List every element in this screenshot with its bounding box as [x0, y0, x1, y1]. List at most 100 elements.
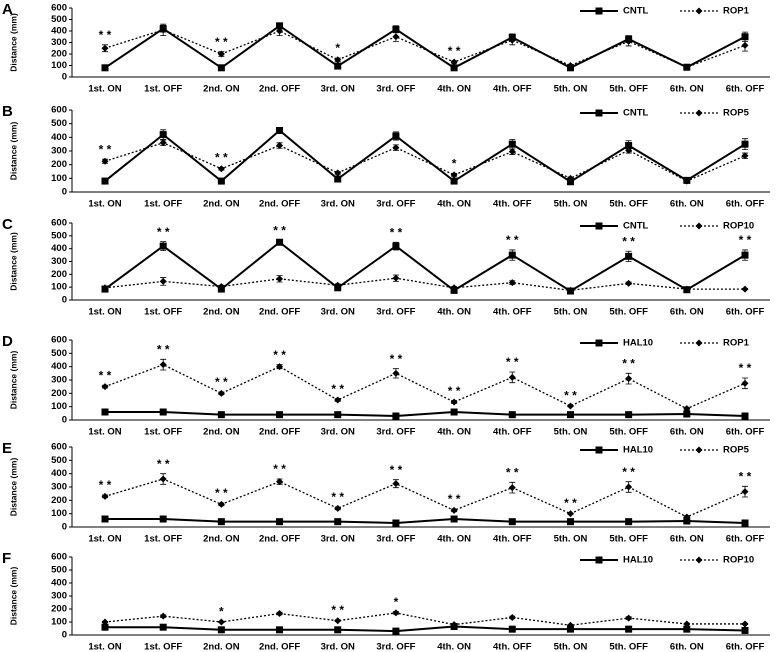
y-axis-label: Distance (mm) — [8, 567, 18, 626]
marker — [450, 506, 458, 514]
marker — [276, 142, 284, 150]
x-tick-label: 6th. OFF — [726, 84, 765, 95]
x-tick-label: 2nd. ON — [203, 642, 240, 652]
significance-mark: * * — [448, 492, 461, 506]
significance-mark: * * — [622, 234, 635, 248]
x-tick-label: 3rd. OFF — [376, 427, 415, 438]
x-tick-label: 3rd. OFF — [376, 642, 415, 652]
legend-label: CNTL — [623, 221, 649, 232]
marker — [741, 140, 749, 148]
marker — [217, 165, 225, 173]
marker — [101, 515, 109, 523]
marker — [159, 131, 167, 139]
significance-mark: * * — [273, 223, 286, 237]
marker — [508, 411, 516, 419]
marker — [625, 252, 633, 260]
x-tick-label: 2nd. ON — [203, 307, 240, 318]
y-tick-label: 0 — [62, 72, 67, 83]
significance-mark: * * — [215, 375, 228, 389]
y-tick-label: 600 — [51, 3, 67, 14]
marker — [741, 620, 749, 628]
y-tick-label: 300 — [51, 37, 67, 48]
marker — [159, 361, 167, 369]
y-axis-label: Distance (mm) — [8, 13, 18, 72]
y-tick-label: 400 — [51, 361, 67, 372]
marker — [276, 478, 284, 486]
marker — [625, 279, 633, 287]
marker — [159, 277, 167, 285]
significance-mark: * * — [739, 470, 752, 484]
marker — [276, 127, 284, 134]
significance-mark: * * — [448, 44, 461, 58]
marker — [450, 58, 458, 66]
x-tick-label: 1st. ON — [88, 199, 121, 210]
marker — [566, 62, 574, 69]
marker — [741, 285, 749, 293]
marker — [101, 383, 109, 391]
marker — [695, 7, 703, 15]
y-tick-label: 200 — [51, 388, 67, 399]
x-tick-label: 6th. OFF — [726, 199, 765, 210]
x-tick-label: 1st. OFF — [144, 534, 182, 545]
x-tick-label: 6th. ON — [670, 534, 704, 545]
marker — [217, 518, 225, 526]
significance-mark: * * — [390, 352, 403, 366]
marker — [625, 625, 633, 633]
x-tick-label: 4th. ON — [437, 307, 471, 318]
significance-mark: * * — [390, 463, 403, 477]
legend-label: ROP10 — [723, 555, 754, 566]
marker — [334, 518, 342, 526]
marker — [276, 238, 284, 246]
marker — [695, 556, 703, 564]
x-tick-label: 2nd. ON — [203, 534, 240, 545]
x-tick-label: 5th. OFF — [609, 199, 648, 210]
marker — [683, 410, 691, 418]
x-tick-label: 5th. OFF — [609, 534, 648, 545]
marker — [392, 274, 400, 282]
marker — [276, 411, 284, 419]
marker — [741, 488, 749, 496]
x-tick-label: 4th. ON — [437, 534, 471, 545]
y-tick-label: 100 — [51, 60, 67, 71]
series-line — [104, 240, 746, 293]
marker — [101, 623, 109, 631]
y-tick-label: 500 — [51, 118, 67, 129]
significance-mark: * * — [739, 233, 752, 247]
marker — [508, 373, 516, 381]
x-tick-label: 3rd. OFF — [376, 307, 415, 318]
marker — [392, 627, 400, 635]
x-tick-label: 4th. ON — [437, 642, 471, 652]
marker — [508, 625, 516, 633]
y-tick-label: 300 — [51, 146, 67, 157]
significance-mark: * * — [564, 389, 577, 403]
x-tick-label: 3rd. ON — [321, 199, 355, 210]
x-tick-label: 1st. OFF — [144, 84, 182, 95]
significance-mark: * * — [99, 478, 112, 492]
y-tick-label: 200 — [51, 159, 67, 170]
x-tick-label: 1st. ON — [88, 642, 121, 652]
marker — [334, 396, 342, 404]
marker — [334, 504, 342, 512]
marker — [741, 152, 749, 160]
x-tick-label: 5th. ON — [554, 199, 588, 210]
x-tick-label: 5th. ON — [554, 642, 588, 652]
series-line — [104, 24, 746, 70]
x-tick-label: 3rd. OFF — [376, 84, 415, 95]
x-tick-label: 3rd. OFF — [376, 534, 415, 545]
legend-label: HAL10 — [623, 445, 653, 456]
marker — [159, 475, 167, 483]
significance-mark: * * — [564, 496, 577, 510]
marker — [392, 33, 400, 41]
marker — [276, 518, 284, 526]
y-tick-label: 500 — [51, 230, 67, 241]
marker — [683, 517, 691, 525]
legend-label: ROP5 — [723, 445, 750, 456]
y-tick-label: 500 — [51, 348, 67, 359]
marker — [595, 446, 603, 454]
marker — [566, 286, 574, 294]
marker — [450, 284, 458, 292]
marker — [276, 626, 284, 634]
x-tick-label: 1st. OFF — [144, 427, 182, 438]
y-axis-label: Distance (mm) — [8, 232, 18, 291]
